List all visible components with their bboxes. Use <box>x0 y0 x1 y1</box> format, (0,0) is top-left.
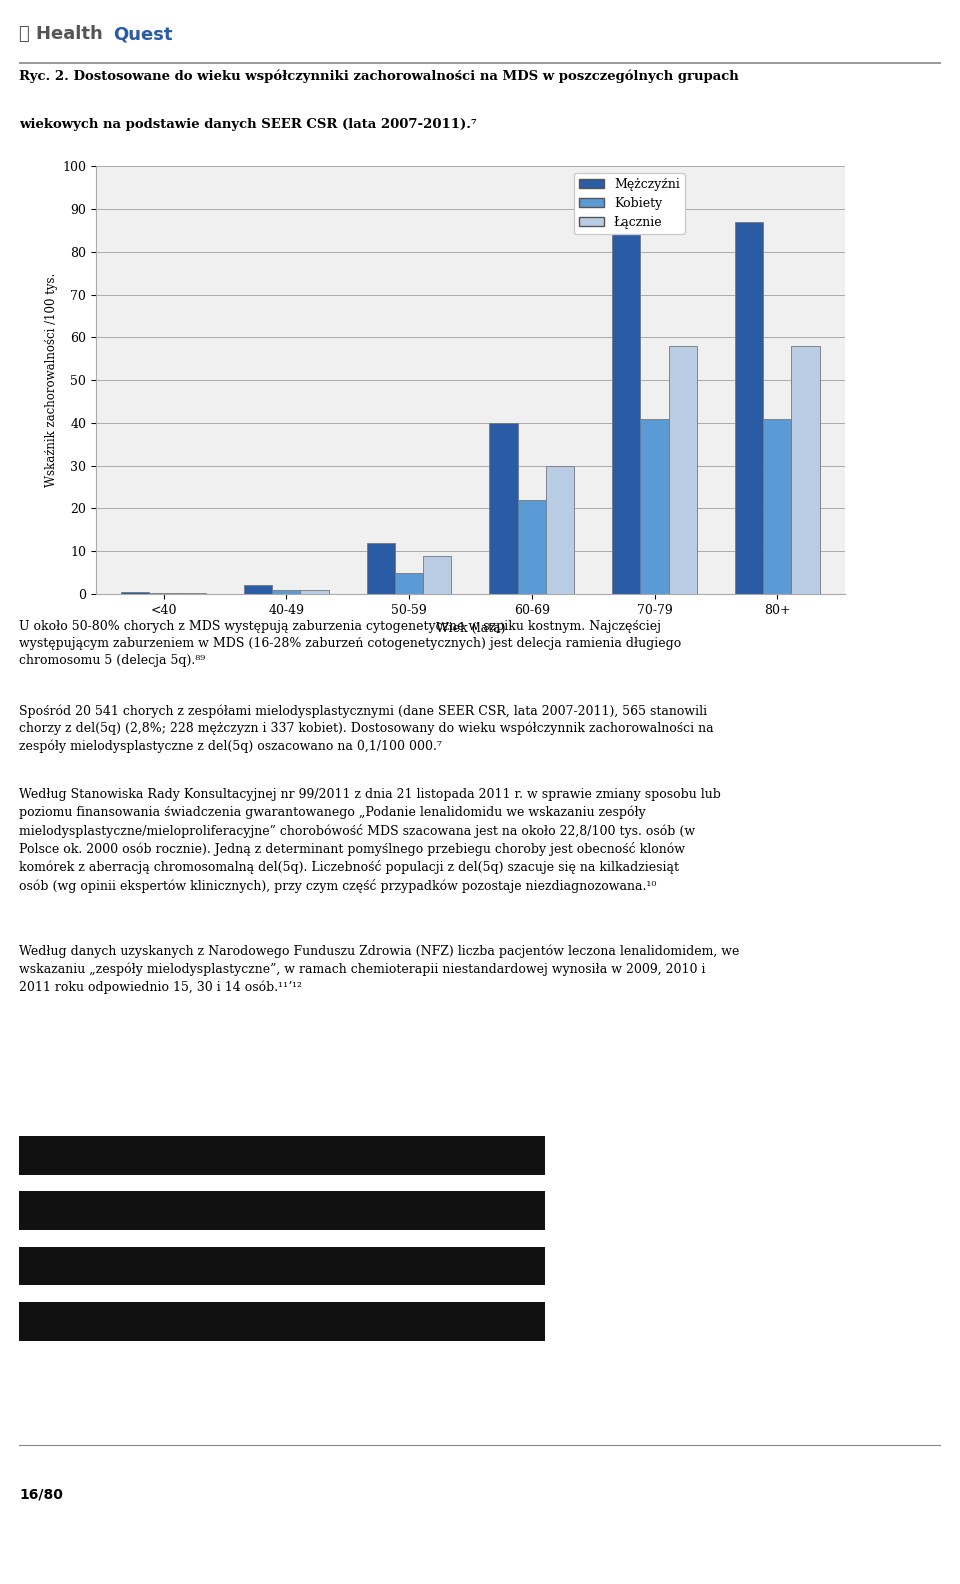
Text: wiekowych na podstawie danych SEER CSR (lata 2007-2011).⁷: wiekowych na podstawie danych SEER CSR (… <box>19 119 477 131</box>
Bar <box>490 423 517 594</box>
Bar <box>546 466 574 594</box>
Bar <box>19 1247 544 1286</box>
Text: Quest: Quest <box>113 25 172 43</box>
Bar <box>395 572 423 594</box>
Text: U około 50-80% chorych z MDS występują zaburzenia cytogenetyczne w szpiku kostny: U około 50-80% chorych z MDS występują z… <box>19 619 682 667</box>
Text: ⧆ Health: ⧆ Health <box>19 25 103 43</box>
Bar <box>612 222 640 594</box>
Bar <box>791 345 820 594</box>
Bar <box>367 543 395 594</box>
Text: Według danych uzyskanych z Narodowego Funduszu Zdrowia (NFZ) liczba pacjentów le: Według danych uzyskanych z Narodowego Fu… <box>19 944 739 993</box>
Bar <box>244 586 272 594</box>
Y-axis label: Wskaźnik zachorowalności /100 tys.: Wskaźnik zachorowalności /100 tys. <box>45 272 59 488</box>
X-axis label: Wiek (lata): Wiek (lata) <box>436 623 505 635</box>
Bar <box>735 222 763 594</box>
Bar <box>121 592 150 594</box>
Bar <box>300 589 328 594</box>
Bar <box>517 501 546 594</box>
Bar <box>19 1191 544 1229</box>
Text: Spośród 20 541 chorych z zespółami mielodysplastycznymi (dane SEER CSR, lata 200: Spośród 20 541 chorych z zespółami mielo… <box>19 705 714 752</box>
Legend: Mężczyźni, Kobiety, Łącznie: Mężczyźni, Kobiety, Łącznie <box>574 173 684 234</box>
Bar <box>423 556 451 594</box>
Bar <box>19 1302 544 1340</box>
Text: 16/80: 16/80 <box>19 1487 63 1502</box>
Bar <box>763 418 791 594</box>
Bar <box>272 589 300 594</box>
Bar <box>640 418 669 594</box>
Text: Ryc. 2. Dostosowane do wieku współczynniki zachorowalności na MDS w poszczególny: Ryc. 2. Dostosowane do wieku współczynni… <box>19 70 739 84</box>
Bar <box>19 1136 544 1175</box>
Bar <box>669 345 697 594</box>
Text: Według Stanowiska Rady Konsultacyjnej nr 99/2011 z dnia 21 listopada 2011 r. w s: Według Stanowiska Rady Konsultacyjnej nr… <box>19 789 721 893</box>
